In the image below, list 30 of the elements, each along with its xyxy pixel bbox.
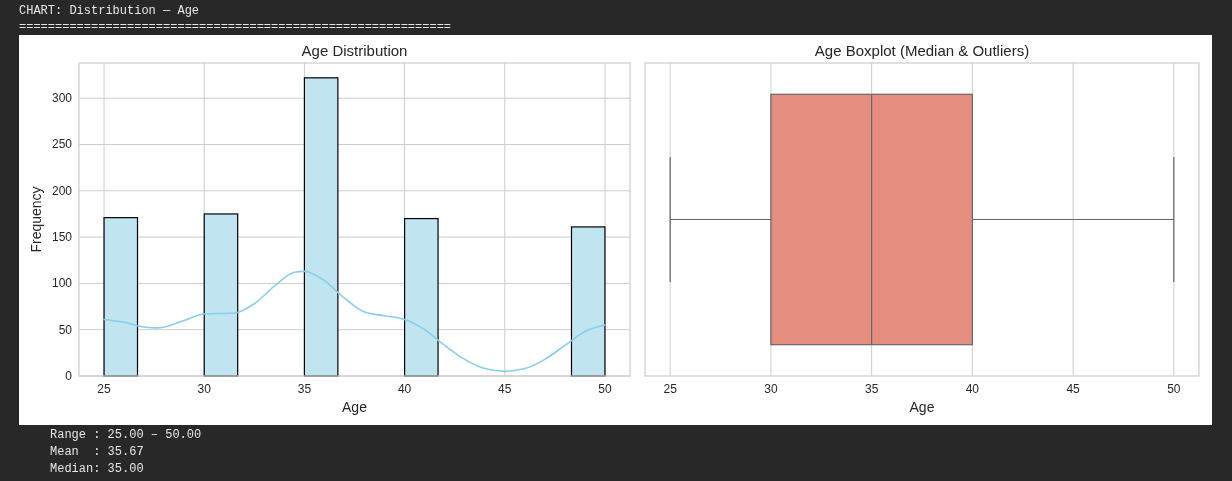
x-tick-label: 50 [598, 382, 612, 396]
x-tick-label: 45 [1066, 382, 1081, 396]
chart-title: Age Boxplot (Median & Outliers) [814, 42, 1030, 59]
chart-title: Age Distribution [301, 42, 408, 59]
x-tick-label: 30 [197, 382, 212, 396]
line-series [103, 270, 606, 373]
x-tick-label: 35 [297, 382, 312, 396]
text: ============================================================ [19, 20, 452, 34]
text: Mean : 35.67 [50, 445, 144, 459]
x-axis-title: Age [909, 399, 935, 415]
text: CHART: Distribution — Age [19, 4, 200, 18]
y-axis-title: Frequency [28, 186, 44, 253]
x-tick-label: 35 [864, 382, 879, 396]
x-tick-label: 45 [498, 382, 512, 396]
y-tick-label: 300 [51, 91, 73, 106]
y-tick-label: 250 [51, 137, 73, 152]
x-tick-label: 30 [764, 382, 778, 396]
text: Range : 25.00 – 50.00 [50, 428, 202, 442]
y-tick-label: 150 [51, 230, 73, 245]
x-tick-label: 40 [397, 382, 412, 396]
x-tick-label: 25 [663, 382, 678, 396]
x-axis-title: Age [342, 399, 368, 415]
text: Median: 35.00 [50, 462, 144, 476]
y-tick-label: 50 [58, 322, 73, 337]
x-tick-label: 50 [1167, 382, 1181, 396]
x-tick-label: 25 [97, 382, 112, 396]
x-tick-label: 40 [965, 382, 980, 396]
y-tick-label: 0 [65, 369, 73, 383]
y-tick-label: 200 [51, 183, 73, 198]
y-tick-label: 100 [51, 276, 73, 291]
